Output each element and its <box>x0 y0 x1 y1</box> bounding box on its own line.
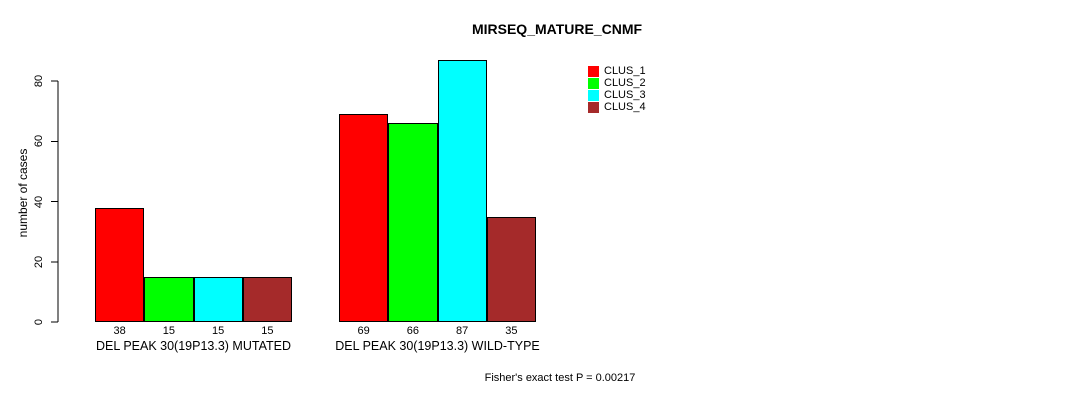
bar-clus_4-group2 <box>486 216 536 322</box>
legend-item-clus_4: CLUS_4 <box>588 101 646 113</box>
legend-item-clus_3: CLUS_3 <box>588 89 646 101</box>
fisher-test-annotation: Fisher's exact test P = 0.00217 <box>484 372 636 384</box>
bar-clus_1-group1 <box>95 207 145 322</box>
bar-value-label: 15 <box>212 325 225 337</box>
x-group-label: DEL PEAK 30(19P13.3) MUTATED <box>96 339 291 353</box>
bar-value-label: 69 <box>357 325 370 337</box>
y-tick-label: 80 <box>33 74 45 88</box>
y-tick-label: 0 <box>33 318 45 326</box>
legend-swatch-clus_3 <box>588 89 599 101</box>
legend-item-clus_1: CLUS_1 <box>588 65 646 77</box>
y-axis-line <box>51 80 59 323</box>
bar-value-label: 35 <box>505 325 518 337</box>
legend-swatch-clus_1 <box>588 65 599 77</box>
x-group-label: DEL PEAK 30(19P13.3) WILD-TYPE <box>335 339 540 353</box>
legend-label: CLUS_2 <box>604 76 646 89</box>
y-tick-label: 20 <box>33 255 45 268</box>
legend: CLUS_1 CLUS_2 CLUS_3 CLUS_4 <box>588 65 646 113</box>
bar-clus_2-group2 <box>388 123 438 322</box>
bar-value-label: 38 <box>113 325 126 337</box>
chart-title: MIRSEQ_MATURE_CNMF <box>471 21 643 37</box>
bar-clus_4-group1 <box>242 276 292 322</box>
legend-swatch-clus_2 <box>588 77 599 89</box>
bar-value-label: 15 <box>261 325 274 337</box>
legend-item-clus_2: CLUS_2 <box>588 77 646 89</box>
legend-label: CLUS_3 <box>604 88 646 101</box>
y-tick-label: 60 <box>33 135 45 148</box>
bar-value-label: 15 <box>162 325 175 337</box>
bar-clus_1-group2 <box>339 114 389 322</box>
bar-value-label: 66 <box>406 325 419 337</box>
bar-value-label: 87 <box>456 325 469 337</box>
bar-clus_3-group2 <box>437 59 487 322</box>
legend-label: CLUS_1 <box>604 64 646 77</box>
bar-clus_3-group1 <box>193 276 243 322</box>
y-tick-label: 40 <box>33 195 45 208</box>
bar-clus_2-group1 <box>144 276 194 322</box>
legend-label: CLUS_4 <box>604 100 646 113</box>
legend-swatch-clus_4 <box>588 101 599 113</box>
